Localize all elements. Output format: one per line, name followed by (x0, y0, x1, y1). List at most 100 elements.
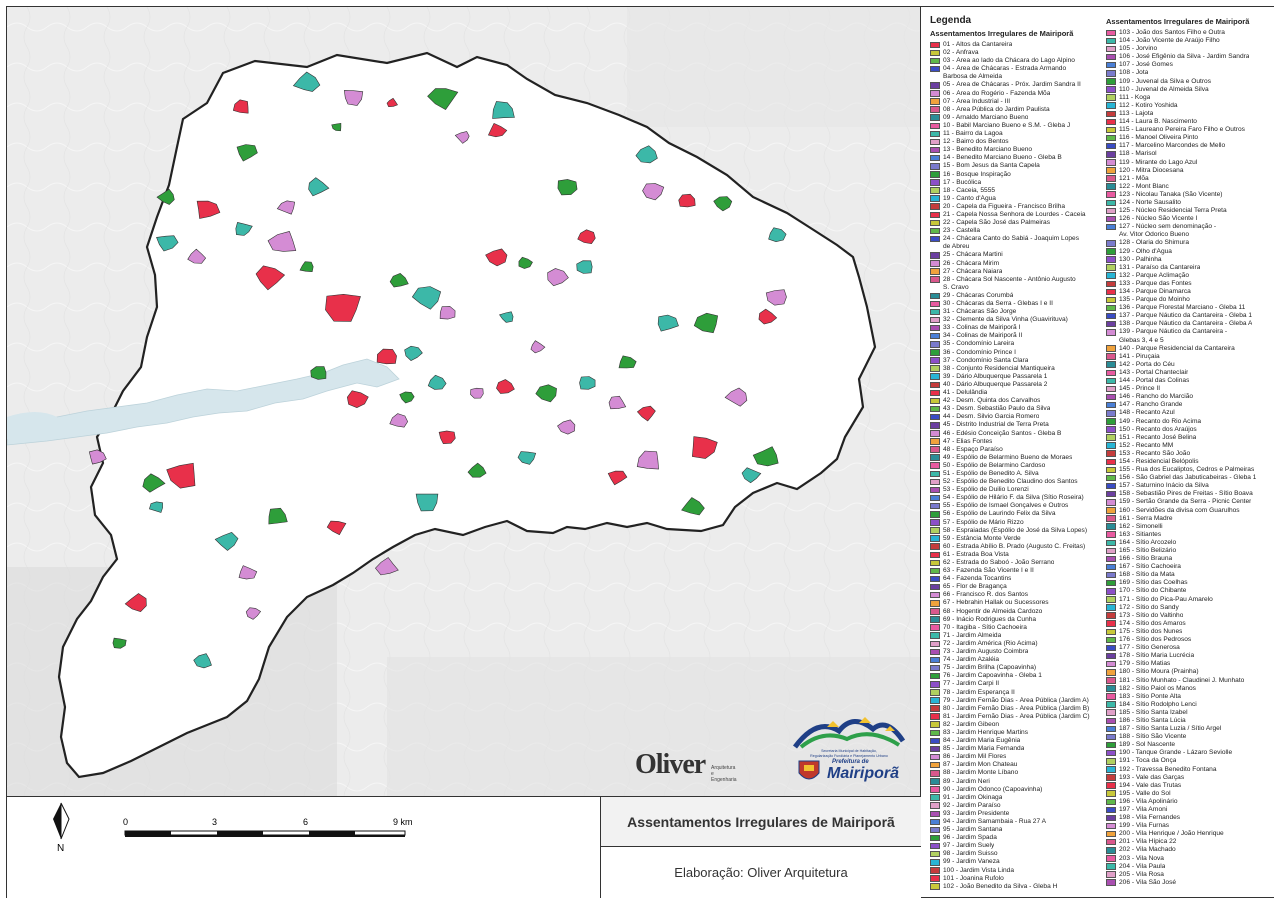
settlement-polygon[interactable] (331, 122, 342, 132)
settlement-polygon[interactable] (492, 101, 515, 119)
settlement-polygon[interactable] (636, 405, 656, 422)
settlement-polygon[interactable] (236, 144, 258, 162)
settlement-polygon[interactable] (518, 256, 533, 269)
settlement-polygon[interactable] (678, 193, 696, 208)
settlement-polygon[interactable] (635, 145, 658, 164)
settlement-polygon[interactable] (547, 268, 569, 287)
settlement-polygon[interactable] (399, 391, 415, 404)
settlement-polygon[interactable] (765, 289, 787, 306)
legend-item: 175 - Sítio dos Nunes (1106, 628, 1278, 636)
settlement-polygon[interactable] (768, 227, 787, 243)
settlement-polygon[interactable] (752, 446, 779, 467)
settlement-polygon[interactable] (681, 497, 705, 516)
settlement-polygon[interactable] (579, 376, 596, 390)
settlement-polygon[interactable] (438, 430, 456, 445)
settlement-polygon[interactable] (235, 222, 253, 236)
settlement-polygon[interactable] (470, 387, 484, 399)
legend-swatch (1106, 86, 1116, 93)
settlement-polygon[interactable] (238, 565, 258, 580)
settlement-polygon[interactable] (485, 248, 508, 267)
settlement-polygon[interactable] (245, 607, 262, 620)
settlement-polygon[interactable] (577, 229, 596, 245)
settlement-polygon[interactable] (618, 355, 637, 369)
settlement-polygon[interactable] (454, 131, 470, 144)
legend-swatch (930, 219, 940, 227)
settlement-polygon[interactable] (657, 314, 679, 332)
settlement-polygon[interactable] (389, 413, 409, 428)
legend-item: 52 - Espólio de Benedito Claudino dos Sa… (930, 478, 1102, 486)
settlement-polygon[interactable] (576, 260, 593, 274)
map-canvas[interactable] (7, 7, 921, 797)
settlement-polygon[interactable] (427, 374, 447, 390)
settlement-polygon[interactable] (214, 531, 239, 551)
settlement-polygon[interactable] (193, 653, 212, 669)
settlement-polygon[interactable] (389, 273, 409, 288)
settlement-polygon[interactable] (325, 293, 361, 322)
settlement-polygon[interactable] (112, 637, 127, 649)
settlement-polygon[interactable] (693, 312, 719, 334)
settlement-polygon[interactable] (487, 123, 508, 138)
settlement-polygon[interactable] (557, 419, 576, 435)
settlement-polygon[interactable] (496, 379, 515, 394)
settlement-polygon[interactable] (346, 390, 369, 409)
settlement-polygon[interactable] (166, 462, 196, 489)
settlement-polygon[interactable] (636, 450, 659, 470)
settlement-polygon[interactable] (299, 261, 314, 273)
legend-item-label: 109 - Juvenal da Silva e Outros (1119, 77, 1211, 85)
settlement-polygon[interactable] (375, 557, 399, 576)
settlement-polygon[interactable] (268, 507, 288, 525)
legend-swatch (930, 721, 940, 728)
settlement-polygon[interactable] (276, 200, 296, 215)
settlement-polygon[interactable] (724, 387, 748, 407)
legend-swatch (930, 341, 940, 348)
settlement-polygon[interactable] (517, 451, 537, 465)
settlement-polygon[interactable] (530, 340, 546, 354)
settlement-polygon[interactable] (310, 366, 327, 380)
settlement-polygon[interactable] (557, 179, 578, 196)
legend-item: 196 - Vila Apolinário (1106, 798, 1278, 806)
settlement-polygon[interactable] (427, 88, 459, 110)
settlement-polygon[interactable] (741, 467, 762, 484)
legend-item-label: 48 - Espaço Paraíso (943, 445, 1003, 453)
legend-swatch (930, 543, 940, 550)
legend-item: 81 - Jardim Fernão Dias - Área Pública (… (930, 713, 1102, 721)
legend-swatch (930, 842, 940, 850)
settlement-polygon[interactable] (124, 593, 147, 613)
settlement-polygon[interactable] (232, 99, 249, 114)
settlement-polygon[interactable] (642, 183, 665, 201)
legend-swatch (1106, 685, 1116, 692)
settlement-polygon[interactable] (187, 248, 207, 264)
settlement-polygons[interactable] (88, 71, 787, 669)
settlement-polygon[interactable] (713, 196, 733, 212)
settlement-polygon[interactable] (467, 462, 487, 478)
legend-item: 43 - Desm. Sebastião Paulo da Silva (930, 405, 1102, 413)
settlement-polygon[interactable] (415, 493, 439, 512)
settlement-polygon[interactable] (196, 200, 221, 219)
settlement-polygon[interactable] (608, 395, 627, 410)
settlement-polygon[interactable] (343, 90, 364, 106)
settlement-polygon[interactable] (499, 311, 514, 323)
legend-item-label: 42 - Desm. Quinta dos Carvalhos (943, 397, 1041, 405)
settlement-polygon[interactable] (142, 473, 166, 493)
settlement-polygon[interactable] (292, 71, 321, 92)
settlement-polygon[interactable] (326, 520, 347, 536)
legend-item-label: 36 - Condomínio Prince I (943, 348, 1016, 356)
settlement-polygon[interactable] (411, 286, 442, 310)
settlement-polygon[interactable] (404, 345, 423, 361)
settlement-polygon[interactable] (535, 384, 557, 403)
settlement-polygon[interactable] (267, 231, 297, 252)
settlement-polygon[interactable] (439, 306, 456, 320)
legend-swatch (930, 373, 940, 380)
settlement-polygon[interactable] (386, 97, 398, 108)
settlement-polygon[interactable] (691, 436, 718, 459)
settlement-polygon[interactable] (255, 265, 286, 291)
settlement-polygon[interactable] (758, 308, 778, 325)
settlement-polygon[interactable] (156, 235, 179, 252)
settlement-polygon[interactable] (156, 188, 175, 205)
settlement-polygon[interactable] (88, 449, 107, 465)
settlement-polygon[interactable] (308, 177, 330, 197)
settlement-polygon[interactable] (607, 470, 628, 486)
settlement-polygon[interactable] (149, 501, 163, 513)
settlement-polygon[interactable] (376, 348, 397, 365)
legend-item: 69 - Inácio Rodrigues da Cunha (930, 616, 1102, 624)
